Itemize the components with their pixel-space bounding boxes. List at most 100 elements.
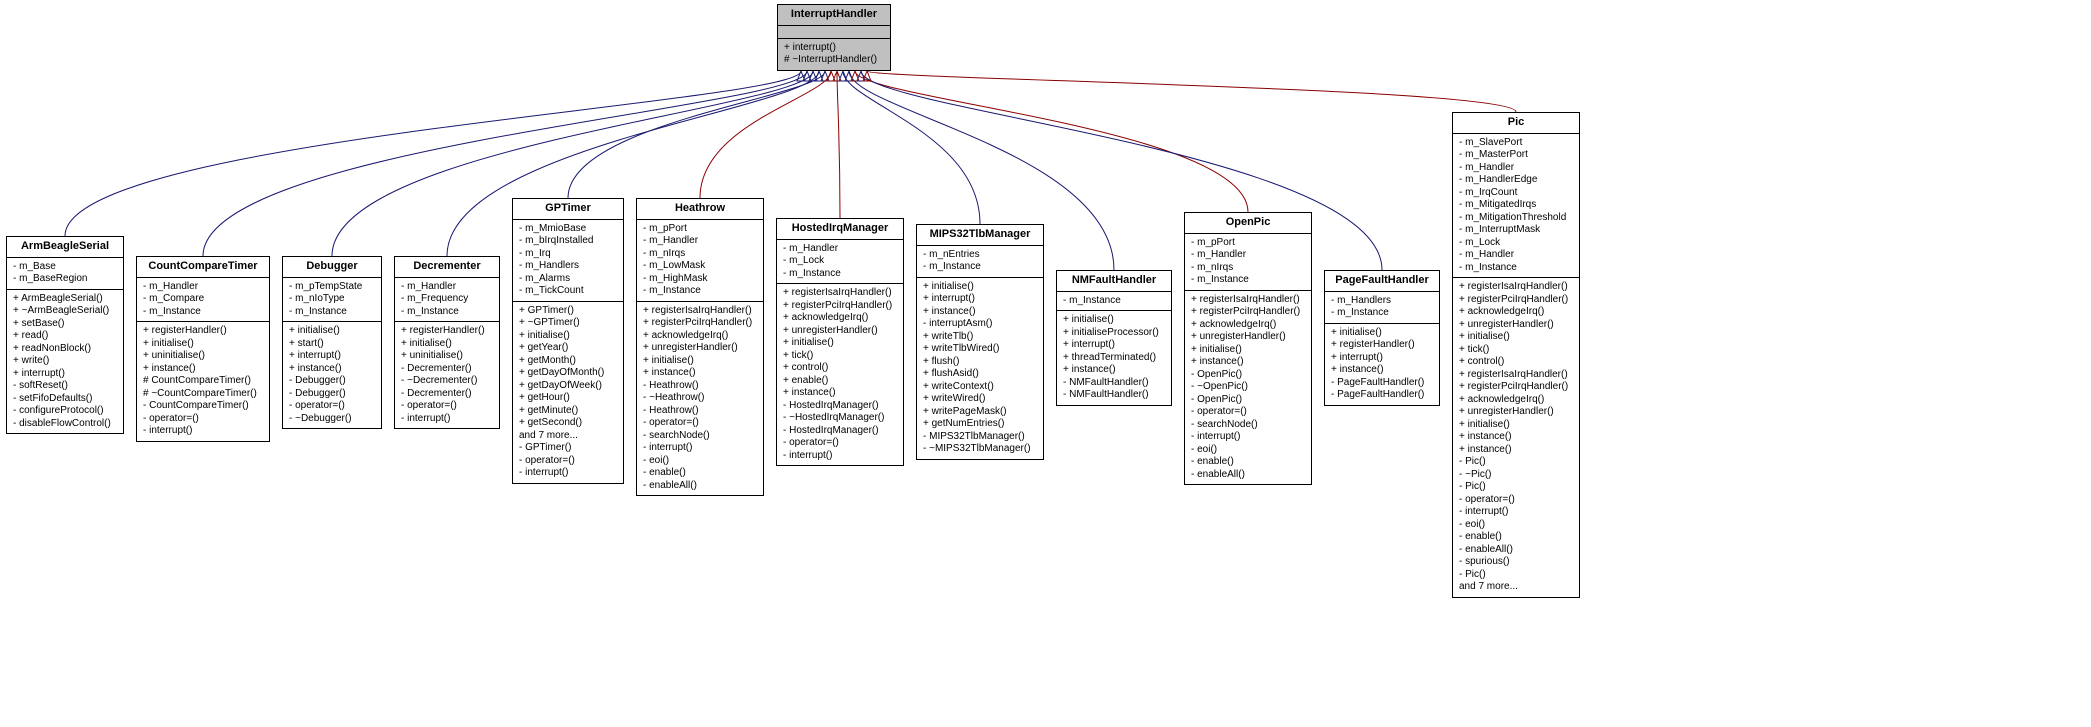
method-line: + initialise() (643, 355, 757, 368)
class-title: Decrementer (395, 257, 499, 278)
method-line: + acknowledgeIrq() (1459, 306, 1573, 319)
method-line: - Heathrow() (643, 405, 757, 418)
method-line: - Debugger() (289, 375, 375, 388)
method-line: + readNonBlock() (13, 343, 117, 356)
method-line: + writeContext() (923, 381, 1037, 394)
method-line: - operator=() (1459, 494, 1573, 507)
method-line: - Decrementer() (401, 388, 493, 401)
method-line: - Debugger() (289, 388, 375, 401)
attribute-line: - m_pPort (643, 223, 757, 236)
method-line: - OpenPic() (1191, 369, 1305, 382)
method-line: - CountCompareTimer() (143, 400, 263, 413)
attribute-line: - m_Handler (783, 243, 897, 256)
method-line: + instance() (783, 387, 897, 400)
method-line: + acknowledgeIrq() (783, 312, 897, 325)
method-line: - Pic() (1459, 456, 1573, 469)
method-line: + ~ArmBeagleSerial() (13, 305, 117, 318)
method-line: + registerHandler() (401, 325, 493, 338)
method-line: - interrupt() (143, 425, 263, 438)
attribute-line: - m_Instance (143, 306, 263, 319)
method-line: + ArmBeagleSerial() (13, 293, 117, 306)
attribute-line: - m_Base (13, 261, 117, 274)
attribute-line: - m_pPort (1191, 237, 1305, 250)
method-line: + initialise() (1459, 419, 1573, 432)
method-line: + getSecond() (519, 417, 617, 430)
method-line: + initialise() (1331, 327, 1433, 340)
method-line: + tick() (1459, 344, 1573, 357)
method-line: + registerIsaIrqHandler() (783, 287, 897, 300)
method-line: - interrupt() (643, 442, 757, 455)
method-line: - enableAll() (1191, 469, 1305, 482)
method-line: + instance() (643, 367, 757, 380)
method-line: + control() (783, 362, 897, 375)
class-node-Debugger: Debugger- m_pTempState- m_nIoType- m_Ins… (282, 256, 382, 429)
method-line: + initialise() (1063, 314, 1165, 327)
method-line: - eoi() (1191, 444, 1305, 457)
method-line: - GPTimer() (519, 442, 617, 455)
method-line: - ~Debugger() (289, 413, 375, 426)
attribute-line: - m_Handlers (1331, 295, 1433, 308)
method-line: - softReset() (13, 380, 117, 393)
attribute-line: - m_Instance (643, 285, 757, 298)
method-line: # CountCompareTimer() (143, 375, 263, 388)
attributes-section: - m_Handler- m_Compare- m_Instance (137, 278, 269, 323)
attributes-section: - m_SlavePort- m_MasterPort- m_Handler- … (1453, 134, 1579, 279)
methods-section: + GPTimer()+ ~GPTimer()+ initialise()+ g… (513, 302, 623, 483)
class-node-InterruptHandler: InterruptHandler+ interrupt()# ~Interrup… (777, 4, 891, 71)
method-line: and 7 more... (1459, 581, 1573, 594)
method-line: - interrupt() (401, 413, 493, 426)
attribute-line: - m_Instance (1191, 274, 1305, 287)
methods-section: + registerIsaIrqHandler()+ registerPciIr… (1185, 291, 1311, 485)
method-line: - configureProtocol() (13, 405, 117, 418)
method-line: + interrupt() (289, 350, 375, 363)
attribute-line: - m_Irq (519, 248, 617, 261)
attribute-line: - m_Handler (643, 235, 757, 248)
attribute-line: - m_SlavePort (1459, 137, 1573, 150)
method-line: - NMFaultHandler() (1063, 377, 1165, 390)
method-line: - OpenPic() (1191, 394, 1305, 407)
method-line: - ~Pic() (1459, 469, 1573, 482)
method-line: # ~InterruptHandler() (784, 54, 884, 67)
method-line: + writeWired() (923, 393, 1037, 406)
method-line: + unregisterHandler() (783, 325, 897, 338)
method-line: - PageFaultHandler() (1331, 377, 1433, 390)
method-line: + initialise() (1191, 344, 1305, 357)
class-node-NMFaultHandler: NMFaultHandler- m_Instance+ initialise()… (1056, 270, 1172, 406)
attribute-line: - m_Handler (143, 281, 263, 294)
attribute-line: - m_InterruptMask (1459, 224, 1573, 237)
method-line: + getMinute() (519, 405, 617, 418)
method-line: + registerPciIrqHandler() (1459, 381, 1573, 394)
method-line: + acknowledgeIrq() (643, 330, 757, 343)
class-title: Pic (1453, 113, 1579, 134)
class-title: HostedIrqManager (777, 219, 903, 240)
class-title: Debugger (283, 257, 381, 278)
attributes-section: - m_Instance (1057, 292, 1171, 312)
methods-section: + interrupt()# ~InterruptHandler() (778, 39, 890, 70)
class-title: CountCompareTimer (137, 257, 269, 278)
class-title: Heathrow (637, 199, 763, 220)
method-line: + threadTerminated() (1063, 352, 1165, 365)
attribute-line: - m_Instance (923, 261, 1037, 274)
method-line: + interrupt() (1331, 352, 1433, 365)
methods-section: + initialise()+ start()+ interrupt()+ in… (283, 322, 381, 428)
class-title: GPTimer (513, 199, 623, 220)
method-line: + interrupt() (923, 293, 1037, 306)
attribute-line: - m_MasterPort (1459, 149, 1573, 162)
attribute-line: - m_Lock (783, 255, 897, 268)
method-line: + instance() (1191, 356, 1305, 369)
method-line: - operator=() (289, 400, 375, 413)
method-line: - spurious() (1459, 556, 1573, 569)
method-line: - operator=() (643, 417, 757, 430)
method-line: + initialise() (923, 281, 1037, 294)
attribute-line: - m_nEntries (923, 249, 1037, 262)
method-line: + flushAsid() (923, 368, 1037, 381)
inheritance-edge (855, 71, 1248, 212)
method-line: - HostedIrqManager() (783, 425, 897, 438)
method-line: + flush() (923, 356, 1037, 369)
attribute-line: - m_nIrqs (1191, 262, 1305, 275)
method-line: + interrupt() (13, 368, 117, 381)
method-line: + registerHandler() (143, 325, 263, 338)
inheritance-edge (568, 71, 825, 198)
method-line: + initialise() (783, 337, 897, 350)
method-line: + initialise() (1459, 331, 1573, 344)
